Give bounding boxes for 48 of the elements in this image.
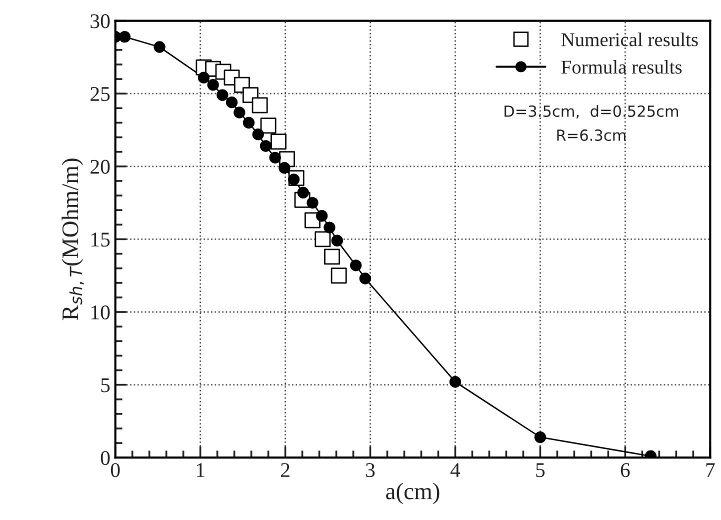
legend-label: Formula results xyxy=(561,60,682,74)
point xyxy=(260,118,276,134)
point xyxy=(350,260,362,272)
x-tick-label: 6 xyxy=(620,463,630,478)
point xyxy=(198,72,210,84)
point xyxy=(359,272,372,284)
point xyxy=(297,186,309,198)
y-axis-title: R$_{sh,T}$(MOhm/m) xyxy=(62,158,84,320)
x-tick-label: 3 xyxy=(366,463,375,478)
point xyxy=(252,97,268,114)
point xyxy=(252,128,264,140)
x-axis-title: a(cm) xyxy=(386,482,440,504)
point xyxy=(226,96,238,108)
y-tick-label: 30 xyxy=(90,14,110,28)
point xyxy=(270,134,286,150)
y-tick-label: 25 xyxy=(90,87,110,102)
point xyxy=(331,234,343,246)
point xyxy=(278,162,290,174)
point xyxy=(449,376,462,388)
legend-label: Numerical results xyxy=(561,32,698,46)
x-tick-label: 1 xyxy=(196,463,204,477)
y-tick-label: 5 xyxy=(101,378,110,392)
point xyxy=(324,248,340,265)
x-tick-label: 5 xyxy=(536,463,545,478)
annotation: D=3.5cm, d=0.525cm xyxy=(504,105,678,119)
point xyxy=(324,222,336,234)
x-tick-label: 0 xyxy=(110,463,120,478)
point xyxy=(242,116,255,129)
y-tick-label: 15 xyxy=(92,232,110,247)
x-tick-label: 2 xyxy=(281,463,290,477)
y-tick-label: 20 xyxy=(90,160,110,174)
point xyxy=(306,196,318,209)
y-tick-label: 0 xyxy=(100,450,110,466)
point xyxy=(330,268,347,284)
point xyxy=(207,79,219,91)
annotation: R=6.3cm xyxy=(557,129,626,141)
x-tick-label: 4 xyxy=(450,463,460,477)
point xyxy=(534,431,546,444)
point xyxy=(260,140,272,152)
point xyxy=(316,210,328,222)
point xyxy=(118,30,131,43)
y-tick-label: 10 xyxy=(92,305,110,320)
point xyxy=(154,41,166,53)
point xyxy=(216,89,228,101)
point xyxy=(269,152,281,164)
x-tick-label: 7 xyxy=(706,463,715,477)
point xyxy=(234,106,246,118)
point xyxy=(314,231,331,248)
